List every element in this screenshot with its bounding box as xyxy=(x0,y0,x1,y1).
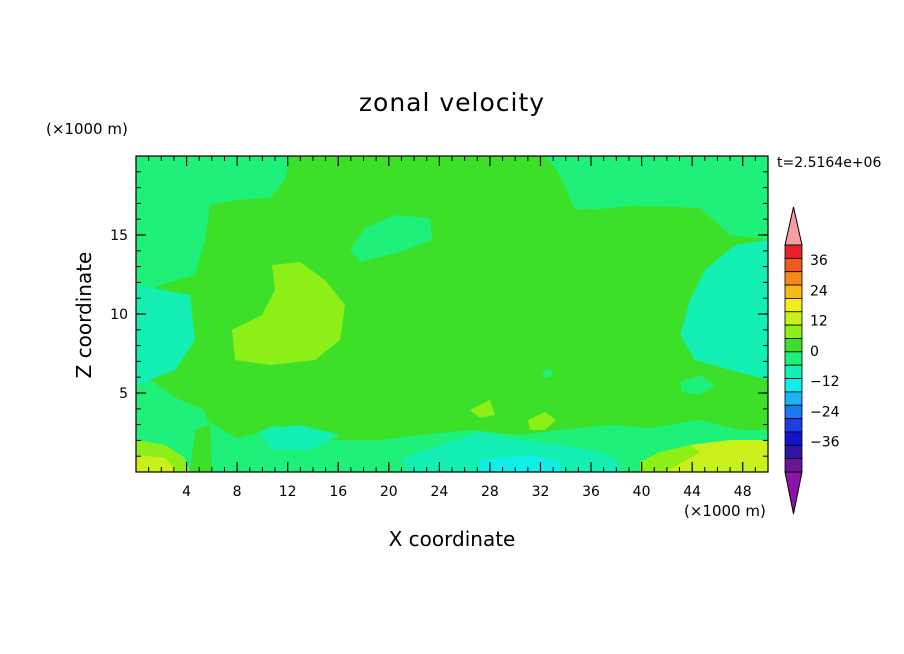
colorbar-tick-label: −36 xyxy=(810,435,840,451)
colorbar-segment xyxy=(784,418,803,433)
region-positive-small-b xyxy=(528,412,556,430)
colorbar-segment xyxy=(784,271,803,286)
x-axis-ticks: 4 8 12 16 20 24 28 32 36 40 44 48 xyxy=(148,156,756,500)
colorbar-tick-label: −24 xyxy=(810,404,840,420)
colorbar-segment xyxy=(784,298,803,313)
x-tick-label: 4 xyxy=(182,484,191,500)
y-tick-label: 15 xyxy=(110,228,128,244)
region-positive-blob xyxy=(232,262,345,365)
colorbar-top-arrow xyxy=(784,206,803,246)
x-tick-label: 20 xyxy=(380,484,398,500)
x-tick-label: 44 xyxy=(683,484,701,500)
x-tick-label: 8 xyxy=(233,484,242,500)
x-tick-label: 32 xyxy=(532,484,550,500)
colorbar-bottom-arrow xyxy=(784,471,803,515)
region-dot xyxy=(542,368,552,378)
x-tick-label: 36 xyxy=(582,484,600,500)
region-core xyxy=(136,156,768,445)
region-right-dot xyxy=(680,375,715,395)
colorbar-segment xyxy=(784,364,803,379)
x-tick-label: 40 xyxy=(633,484,651,500)
colorbar-segment xyxy=(784,391,803,406)
colorbar-tick-label: 24 xyxy=(810,283,828,299)
x-axis-label: X coordinate xyxy=(388,527,516,551)
colorbar-segment xyxy=(784,311,803,326)
region-bottom-left-yellow xyxy=(136,455,178,472)
region-bottom-cyan xyxy=(260,425,340,450)
region-bottom-left-core xyxy=(190,425,212,472)
region-bottom-cyan-2 xyxy=(400,432,620,472)
colorbar-segment xyxy=(784,257,803,273)
colorbar-segment xyxy=(784,244,803,259)
y-axis-ticks: 5 10 15 xyxy=(110,171,768,457)
region-bottom-right-green xyxy=(640,445,700,472)
region-upper-right xyxy=(550,156,768,235)
chart-title: zonal velocity xyxy=(358,88,546,117)
x-tick-label: 28 xyxy=(481,484,499,500)
colorbar-segment xyxy=(784,444,803,460)
x-tick-label: 48 xyxy=(734,484,752,500)
y-tick-label: 10 xyxy=(110,307,128,323)
region-mid-top-patch xyxy=(350,215,432,262)
colorbar-segment xyxy=(784,431,803,446)
colorbar-tick-label: 0 xyxy=(810,344,819,360)
x-tick-label: 12 xyxy=(279,484,297,500)
colorbar-segment xyxy=(784,351,803,366)
x-tick-label: 16 xyxy=(329,484,347,500)
colorbar-tick-label: 36 xyxy=(810,253,828,269)
x-unit-label: (×1000 m) xyxy=(684,502,766,520)
colorbar-tick-label: 12 xyxy=(810,314,828,330)
x-tick-label: 24 xyxy=(430,484,448,500)
region-positive-small-a xyxy=(470,400,495,418)
colorbar-segment xyxy=(784,458,803,473)
velocity-field xyxy=(136,156,768,472)
region-right-core xyxy=(680,240,768,380)
region-left-patch xyxy=(136,285,195,385)
colorbar-segment xyxy=(784,324,803,339)
colorbar: 36 24 12 0 −12 −24 −36 xyxy=(784,206,840,515)
y-tick-label: 5 xyxy=(119,386,128,402)
colorbar-tick-label: −12 xyxy=(810,374,840,390)
z-unit-label: (×1000 m) xyxy=(46,120,128,138)
time-label: t=2.5164e+06 xyxy=(777,155,882,171)
region-bottom-band xyxy=(136,400,768,472)
colorbar-segment xyxy=(784,404,803,419)
colorbar-segment xyxy=(784,338,803,353)
colorbar-segment xyxy=(784,378,803,393)
colorbar-segment xyxy=(784,284,803,299)
